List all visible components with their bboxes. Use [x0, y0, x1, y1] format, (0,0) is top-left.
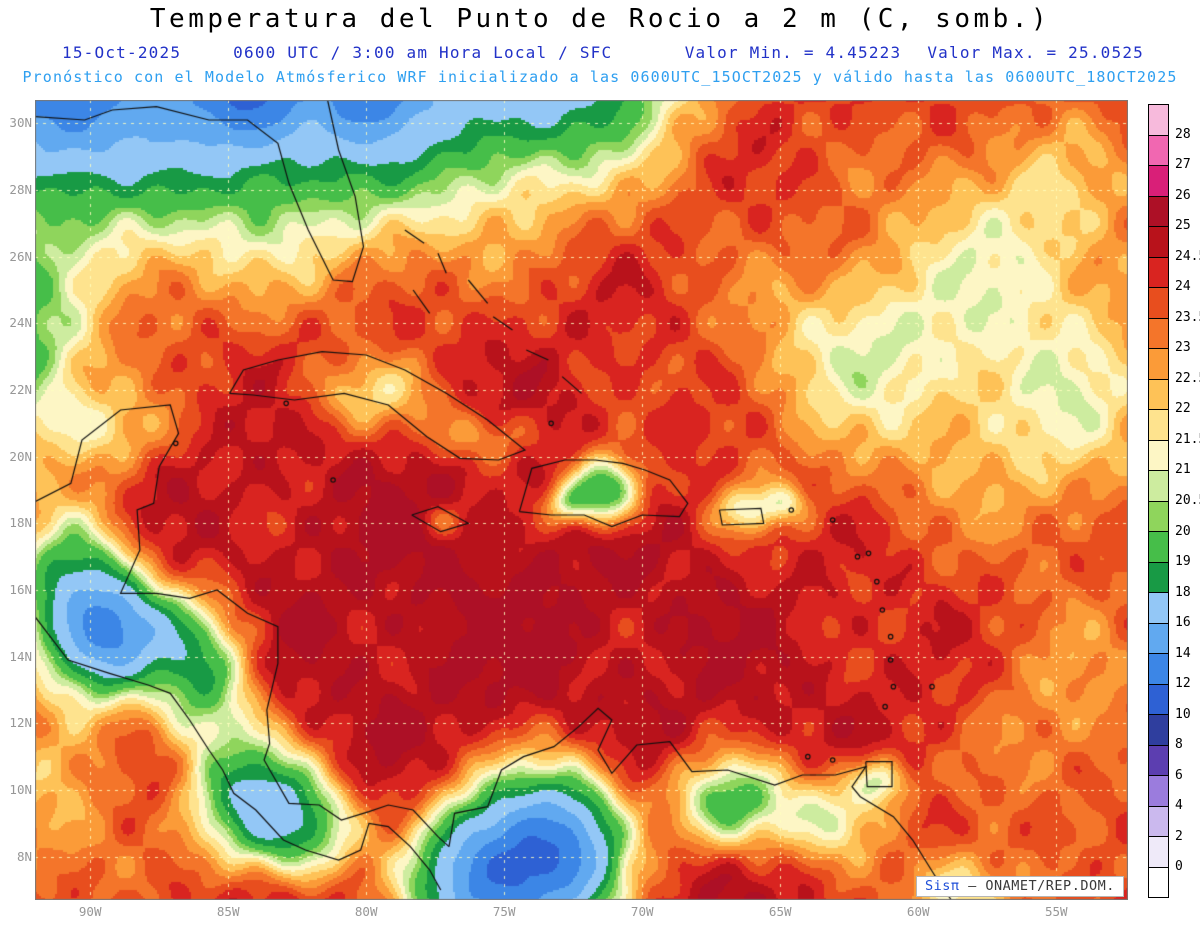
colorbar-tick-label: 27	[1175, 157, 1191, 173]
lon-axis-label: 60W	[906, 904, 930, 919]
colorbar-tick-label: 14	[1175, 645, 1191, 661]
lat-axis-label: 14N	[9, 648, 32, 664]
colorbar-cell	[1149, 410, 1168, 441]
colorbar-tick-label: 21	[1175, 462, 1191, 478]
colorbar-tick-label: 24	[1175, 279, 1191, 295]
colorbar-cell	[1149, 135, 1168, 166]
colorbar-cell	[1149, 562, 1168, 593]
colorbar-tick-label: 2	[1175, 828, 1183, 844]
colorbar-cell	[1149, 379, 1168, 410]
value-max-label: Valor Max. = 25.0525	[927, 43, 1144, 62]
lat-axis-label: 20N	[9, 448, 32, 464]
colorbar-cell	[1149, 257, 1168, 288]
colorbar-tick-label: 23.5	[1175, 309, 1200, 325]
lon-axis-label: 55W	[1044, 904, 1068, 919]
colorbar-tick-label: 19	[1175, 554, 1191, 570]
colorbar-tick-label: 4	[1175, 798, 1183, 814]
credit-org: – ONAMET/REP.DOM.	[968, 878, 1115, 894]
lat-axis-label: 22N	[9, 382, 32, 397]
lon-axis-label: 85W	[216, 904, 240, 919]
colorbar-cell	[1149, 715, 1168, 746]
page-title: Temperatura del Punto de Rocio a 2 m (C,…	[149, 4, 1051, 34]
colorbar-cell	[1149, 288, 1168, 319]
colorbar-cell	[1149, 837, 1168, 868]
credit-badge: Sisπ – ONAMET/REP.DOM.	[916, 876, 1124, 897]
lat-axis-label: 8N	[16, 848, 32, 864]
lat-axis-label: 26N	[9, 248, 32, 264]
colorbar-tick-label: 28	[1175, 126, 1191, 142]
run-info-line: 15-Oct-2025 0600 UTC / 3:00 am Hora Loca…	[62, 43, 1144, 62]
colorbar-tick-label: 23	[1175, 340, 1191, 356]
lon-axis-label: 65W	[768, 904, 792, 919]
colorbar-tick-label: 10	[1175, 706, 1191, 722]
lon-axis-label: 80W	[354, 904, 378, 919]
colorbar-cell	[1149, 349, 1168, 380]
lat-axis-label: 30N	[9, 115, 32, 131]
colorbar-cell	[1149, 593, 1168, 624]
lat-axis-label: 24N	[9, 315, 32, 331]
colorbar-cell	[1149, 623, 1168, 654]
colorbar-cell	[1149, 196, 1168, 227]
colorbar-cell	[1149, 684, 1168, 715]
lon-axis-label: 90W	[78, 904, 102, 919]
colorbar-cell	[1149, 867, 1168, 897]
colorbar-tick-label: 12	[1175, 676, 1191, 692]
colorbar-tick-label: 8	[1175, 737, 1183, 753]
run-date: 15-Oct-2025	[62, 43, 182, 62]
colorbar-cell	[1149, 227, 1168, 258]
colorbar-tick-label: 22.5	[1175, 370, 1200, 386]
lon-axis-label: 70W	[630, 904, 654, 919]
colorbar-cell	[1149, 471, 1168, 502]
colorbar-tick-label: 0	[1175, 859, 1183, 875]
colorbar-cell	[1149, 654, 1168, 685]
colorbar-tick-label: 26	[1175, 187, 1191, 203]
colorbar	[1148, 104, 1169, 898]
lat-axis-label: 28N	[9, 182, 32, 197]
colorbar-cell	[1149, 501, 1168, 532]
colorbar-tick-label: 24.5	[1175, 248, 1200, 264]
dewpoint-contour-map	[35, 100, 1128, 900]
colorbar-tick-label: 21.5	[1175, 431, 1200, 447]
value-min-label: Valor Min. = 4.45223	[684, 43, 902, 62]
colorbar-cell	[1149, 532, 1168, 563]
lon-axis-label: 75W	[492, 904, 516, 919]
colorbar-tick-label: 18	[1175, 584, 1191, 600]
colorbar-tick-label: 16	[1175, 615, 1191, 631]
value-range: Valor Min. = 4.45223 Valor Max. = 25.052…	[685, 43, 1144, 62]
colorbar-cell	[1149, 745, 1168, 776]
colorbar-cell	[1149, 806, 1168, 837]
lat-axis-label: 18N	[9, 515, 32, 531]
colorbar-tick-label: 6	[1175, 767, 1183, 783]
colorbar-cell	[1149, 166, 1168, 197]
run-time: 0600 UTC / 3:00 am Hora Local / SFC	[233, 43, 613, 62]
colorbar-tick-label: 20.5	[1175, 493, 1200, 508]
colorbar-tick-label: 25	[1175, 218, 1191, 234]
colorbar-tick-label: 22	[1175, 401, 1191, 417]
colorbar-cell	[1149, 440, 1168, 471]
lat-axis-label: 10N	[9, 782, 32, 797]
colorbar-tick-label: 20	[1175, 523, 1191, 539]
forecast-note: Pronóstico con el Modelo Atmósferico WRF…	[22, 68, 1178, 86]
colorbar-cell	[1149, 318, 1168, 349]
lat-axis-label: 16N	[9, 582, 32, 597]
colorbar-cell	[1149, 776, 1168, 807]
credit-brand: Sisπ	[925, 878, 960, 894]
lat-axis-label: 12N	[9, 715, 32, 731]
colorbar-cell	[1149, 105, 1168, 136]
